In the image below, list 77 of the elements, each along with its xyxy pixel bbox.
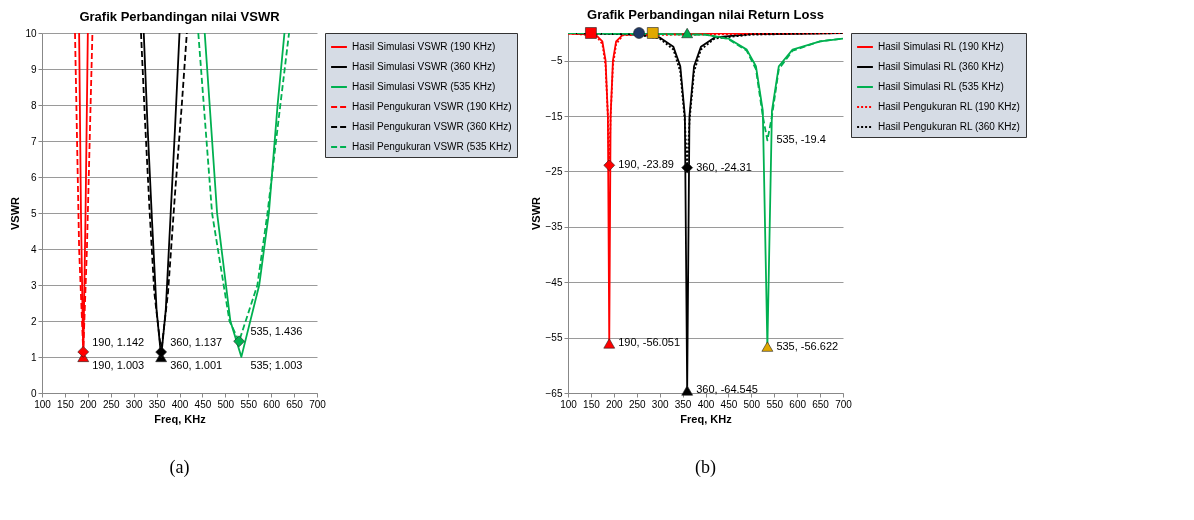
x-tick-label: 400 bbox=[697, 398, 715, 410]
y-tick-label: −65 bbox=[545, 387, 563, 399]
legend-label: Hasil Pengukuran RL (190 KHz) bbox=[878, 101, 1020, 112]
x-tick-label: 300 bbox=[125, 398, 143, 410]
y-tick-label: −55 bbox=[545, 332, 563, 344]
point bbox=[633, 27, 645, 39]
annotation: 535, -19.4 bbox=[776, 133, 826, 146]
x-tick-label: 550 bbox=[766, 398, 784, 410]
annotation: 535; 1.003 bbox=[250, 358, 303, 371]
chart-title: Grafik Perbandingan nilai VSWR bbox=[79, 9, 281, 24]
y-tick-label: 5 bbox=[30, 207, 37, 219]
text: (b) bbox=[695, 457, 716, 478]
y-tick-label: 3 bbox=[30, 279, 37, 291]
y-tick-label: 1 bbox=[30, 351, 37, 363]
y-tick-label: 7 bbox=[30, 135, 37, 147]
x-tick-label: 150 bbox=[583, 398, 601, 410]
x-tick-label: 500 bbox=[217, 398, 235, 410]
x-tick-label: 100 bbox=[560, 398, 578, 410]
x-tick-label: 400 bbox=[171, 398, 189, 410]
x-tick-label: 350 bbox=[148, 398, 166, 410]
legend-label: Hasil Simulasi VSWR (190 KHz) bbox=[352, 41, 496, 52]
legend-label: Hasil Simulasi RL (535 KHz) bbox=[878, 81, 1004, 92]
x-tick-label: 200 bbox=[605, 398, 624, 410]
x-tick-label: 650 bbox=[812, 398, 830, 410]
x-tick-label: 250 bbox=[628, 398, 647, 410]
legend-label: Hasil Pengukuran RL (360 KHz) bbox=[878, 121, 1020, 132]
point bbox=[681, 27, 693, 39]
x-tick-label: 700 bbox=[309, 398, 327, 410]
annotation: 360, 1.137 bbox=[170, 336, 223, 349]
x-axis-title: Freq, KHz bbox=[680, 412, 733, 425]
x-tick-label: 350 bbox=[674, 398, 692, 410]
text: (a) bbox=[169, 457, 190, 478]
annotation: 190, 1.142 bbox=[92, 335, 145, 348]
annotation: 535, -56.622 bbox=[776, 339, 839, 352]
y-axis-title: VSWR bbox=[529, 196, 542, 230]
x-axis-title: Freq, KHz bbox=[154, 412, 207, 425]
x-tick-label: 500 bbox=[743, 398, 761, 410]
x-tick-label: 600 bbox=[263, 398, 281, 410]
y-axis-title: VSWR bbox=[9, 196, 22, 230]
x-tick-label: 700 bbox=[835, 398, 853, 410]
annotation: 190, -23.89 bbox=[618, 158, 674, 171]
y-tick-label: −45 bbox=[545, 276, 563, 288]
y-tick-label: 2 bbox=[30, 315, 37, 327]
x-tick-label: 200 bbox=[79, 398, 98, 410]
legend-label: Hasil Pengukuran VSWR (190 KHz) bbox=[352, 101, 512, 112]
y-tick-label: −25 bbox=[545, 165, 563, 177]
legend-label: Hasil Pengukuran VSWR (535 KHz) bbox=[352, 141, 512, 152]
x-tick-label: 450 bbox=[194, 398, 212, 410]
y-tick-label: 6 bbox=[30, 171, 37, 183]
x-tick-label: 450 bbox=[720, 398, 738, 410]
x-tick-label: 650 bbox=[286, 398, 304, 410]
annotation: 360, 1.001 bbox=[170, 358, 223, 371]
y-tick-label: −5 bbox=[551, 55, 563, 67]
chart-title: Grafik Perbandingan nilai Return Loss bbox=[587, 7, 824, 23]
y-tick-label: 10 bbox=[25, 27, 37, 39]
x-tick-label: 600 bbox=[789, 398, 807, 410]
x-tick-label: 250 bbox=[102, 398, 121, 410]
y-tick-label: 9 bbox=[30, 63, 37, 75]
x-tick-label: 550 bbox=[240, 398, 258, 410]
annotation: 535, 1.436 bbox=[250, 325, 303, 338]
y-tick-label: −15 bbox=[545, 110, 563, 122]
legend-label: Hasil Simulasi RL (190 KHz) bbox=[878, 41, 1004, 52]
y-tick-label: 0 bbox=[30, 387, 37, 399]
x-tick-label: 150 bbox=[57, 398, 75, 410]
x-tick-label: 300 bbox=[651, 398, 669, 410]
y-tick-label: 8 bbox=[30, 99, 37, 111]
legend-label: Hasil Pengukuran VSWR (360 KHz) bbox=[352, 121, 512, 132]
legend-label: Hasil Simulasi RL (360 KHz) bbox=[878, 61, 1004, 72]
annotation: 360, -64.545 bbox=[696, 383, 758, 396]
legend-label: Hasil Simulasi VSWR (535 KHz) bbox=[352, 81, 496, 92]
y-tick-label: −35 bbox=[545, 221, 563, 233]
y-tick-label: 4 bbox=[30, 243, 37, 255]
legend-label: Hasil Simulasi VSWR (360 KHz) bbox=[352, 61, 496, 72]
annotation: 190, 1.003 bbox=[92, 358, 145, 371]
x-tick-label: 100 bbox=[34, 398, 52, 410]
annotation: 190, -56.051 bbox=[618, 336, 681, 349]
annotation: 360, -24.31 bbox=[696, 160, 752, 173]
